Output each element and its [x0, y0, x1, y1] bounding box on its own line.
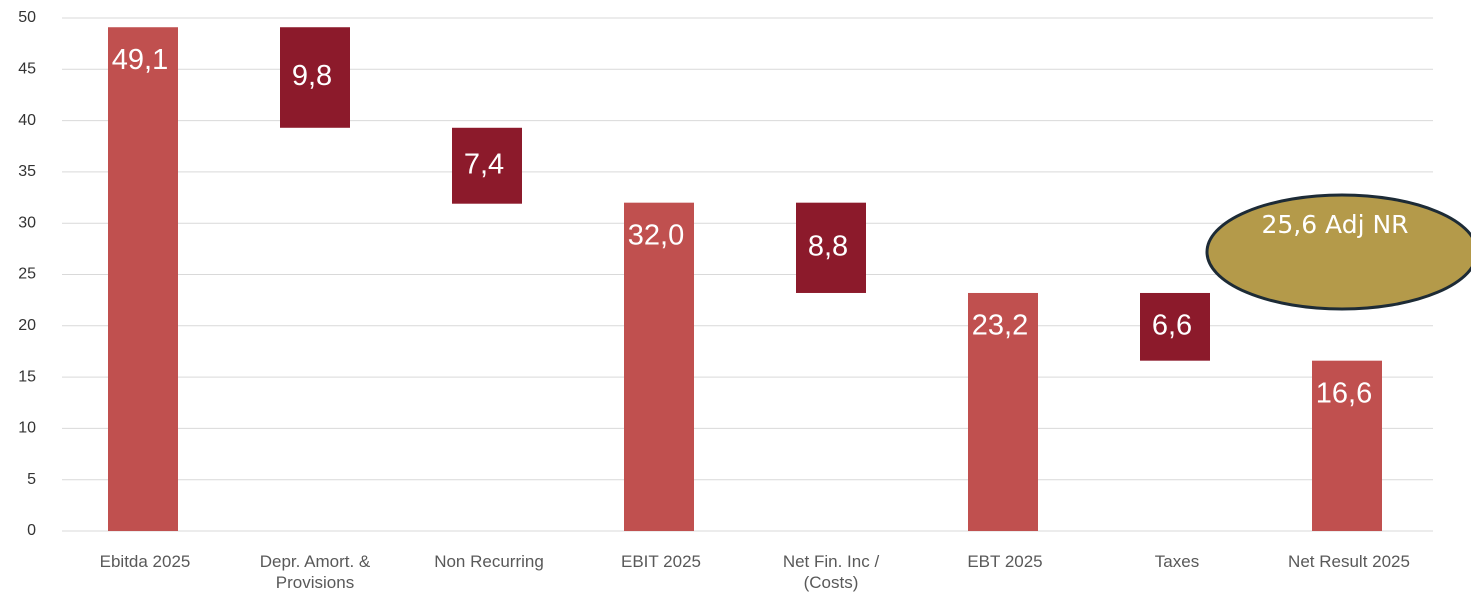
bar	[452, 127, 522, 204]
value-label: 7,4	[464, 148, 504, 180]
x-tick-label: Non Recurring	[434, 552, 544, 571]
value-label: 23,2	[972, 310, 1028, 342]
value-label: 32,0	[628, 219, 684, 251]
value-label: 6,6	[1152, 309, 1192, 341]
bar	[796, 202, 866, 293]
value-label: 8,8	[808, 230, 848, 262]
bar	[108, 27, 178, 531]
x-tick-label: Depr. Amort. & Provisions	[259, 552, 371, 592]
y-tick-label: 10	[18, 420, 36, 437]
y-tick-label: 50	[18, 9, 36, 26]
x-tick-label: EBT 2025	[967, 552, 1043, 571]
annotation-bubble	[1205, 193, 1471, 311]
y-tick-label: 45	[18, 61, 36, 78]
y-tick-label: 40	[18, 112, 36, 129]
bar	[968, 292, 1038, 531]
bar	[1140, 292, 1210, 361]
x-tick-label: Net Fin. Inc / (Costs)	[782, 552, 880, 592]
annotation: 25,6 Adj NR	[1261, 210, 1409, 239]
bar	[280, 27, 350, 128]
value-label: 49,1	[112, 44, 168, 76]
y-tick-label: 30	[18, 214, 36, 231]
value-label: 16,6	[1316, 377, 1372, 409]
x-tick-label: Taxes	[1154, 552, 1200, 571]
bar	[1312, 360, 1382, 531]
y-tick-label: 25	[18, 266, 36, 283]
y-tick-label: 5	[27, 471, 36, 488]
x-tick-label: EBIT 2025	[620, 552, 702, 571]
y-tick-label: 35	[18, 163, 36, 180]
x-tick-label: Ebitda 2025	[99, 552, 191, 571]
bar	[624, 202, 694, 531]
y-tick-label: 0	[27, 522, 36, 539]
x-tick-label: Net Result 2025	[1288, 552, 1410, 571]
y-tick-label: 15	[18, 368, 36, 385]
value-label: 9,8	[292, 60, 332, 92]
y-tick-label: 20	[18, 317, 36, 334]
